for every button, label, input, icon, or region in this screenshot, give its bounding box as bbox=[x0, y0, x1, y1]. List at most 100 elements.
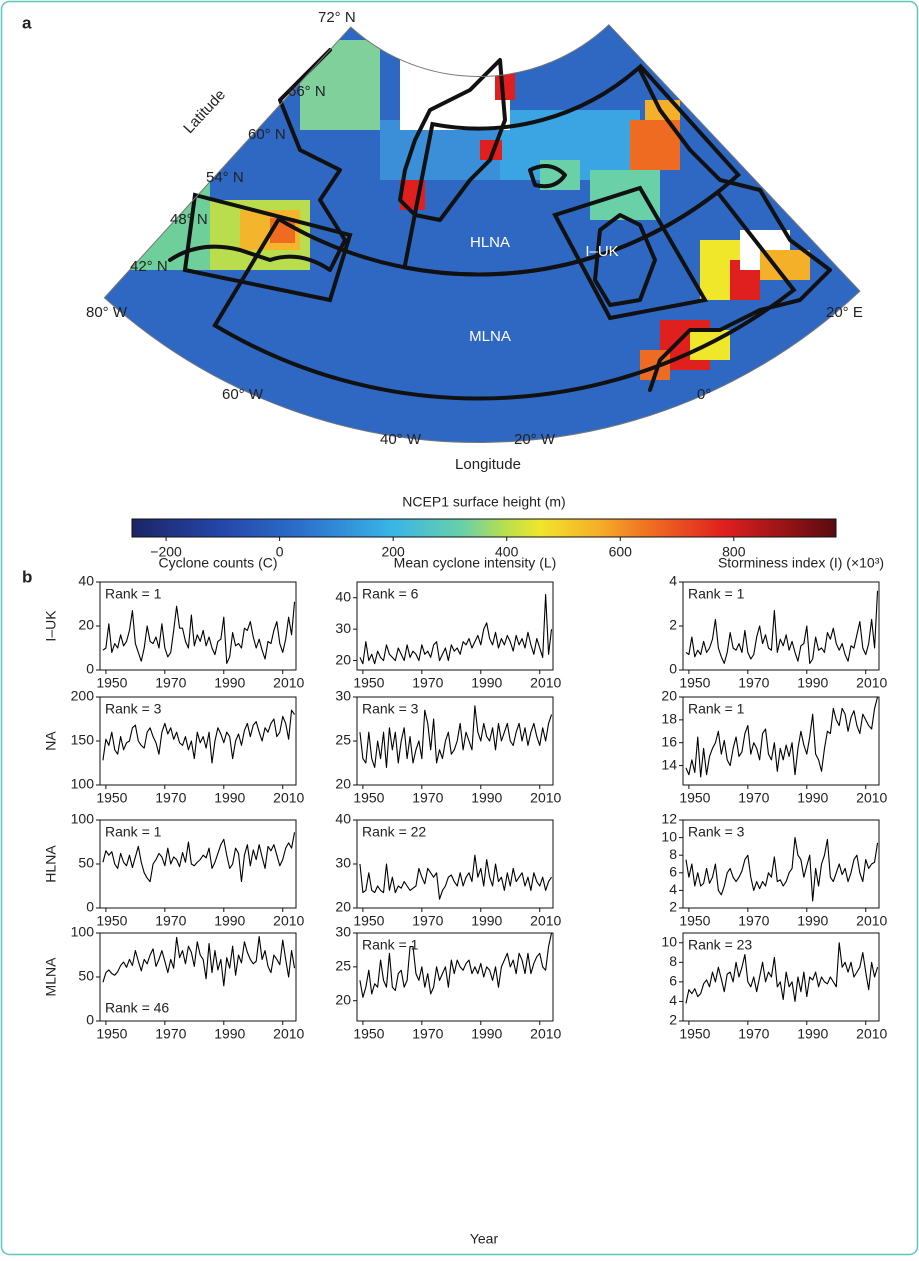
series-line bbox=[102, 601, 296, 664]
row-label: MLNA bbox=[43, 957, 59, 997]
y-tick-label: 100 bbox=[71, 924, 95, 940]
map-frame bbox=[103, 24, 861, 443]
x-tick-label: 1990 bbox=[471, 675, 502, 691]
y-tick-label: 12 bbox=[661, 811, 677, 827]
x-tick-label: 2010 bbox=[856, 913, 887, 929]
x-tick-label: 1970 bbox=[738, 675, 769, 691]
x-tick-label: 1950 bbox=[353, 790, 384, 806]
series-line bbox=[102, 832, 296, 883]
y-tick-label: 40 bbox=[335, 588, 351, 604]
colorbar-tick-label: 0 bbox=[276, 544, 284, 560]
lat-label: 54° N bbox=[206, 169, 244, 186]
colorbar-tick-label: 800 bbox=[722, 544, 746, 560]
x-tick-label: 2010 bbox=[273, 913, 304, 929]
lon-label: 80° W bbox=[86, 304, 128, 321]
y-tick-label: 2 bbox=[669, 617, 677, 633]
column-title: Cyclone counts (C) bbox=[158, 555, 277, 571]
y-tick-label: 8 bbox=[669, 846, 677, 862]
y-tick-label: 50 bbox=[78, 968, 94, 984]
rank-annotation: Rank = 46 bbox=[105, 1000, 169, 1016]
y-tick-label: 10 bbox=[661, 933, 677, 949]
x-tick-label: 2010 bbox=[530, 675, 561, 691]
region-box bbox=[212, 189, 797, 401]
x-tick-label: 1970 bbox=[738, 1026, 769, 1042]
panel-label: a bbox=[22, 13, 32, 32]
rank-annotation: Rank = 1 bbox=[688, 586, 745, 602]
colorbar-tick-label: 600 bbox=[609, 544, 633, 560]
x-tick-label: 1970 bbox=[155, 790, 186, 806]
x-tick-label: 1970 bbox=[738, 790, 769, 806]
y-tick-label: 100 bbox=[71, 776, 95, 792]
x-tick-label: 1950 bbox=[353, 675, 384, 691]
x-tick-label: 1950 bbox=[96, 790, 127, 806]
y-tick-label: 100 bbox=[71, 811, 95, 827]
rank-annotation: Rank = 22 bbox=[362, 824, 426, 840]
x-tick-label: 1990 bbox=[471, 913, 502, 929]
y-tick-label: 2 bbox=[669, 899, 677, 915]
region-box bbox=[552, 185, 709, 321]
x-tick-label: 1990 bbox=[797, 913, 828, 929]
x-tick-label: 1950 bbox=[96, 913, 127, 929]
y-tick-label: 8 bbox=[669, 953, 677, 969]
x-tick-label: 1950 bbox=[353, 1026, 384, 1042]
x-tick-label: 1950 bbox=[679, 675, 710, 691]
lon-label: 60° W bbox=[222, 386, 264, 403]
y-tick-label: 4 bbox=[669, 881, 677, 897]
y-tick-label: 20 bbox=[335, 991, 351, 1007]
y-tick-label: 0 bbox=[86, 899, 94, 915]
colorbar-tick-label: −200 bbox=[150, 544, 182, 560]
series-line bbox=[102, 935, 296, 987]
panel-grid: Cyclone counts (C) Mean cyclone intensity… bbox=[43, 555, 888, 1247]
y-tick-label: 30 bbox=[335, 620, 351, 636]
x-tick-label: 1950 bbox=[96, 1026, 127, 1042]
y-tick-label: 20 bbox=[335, 899, 351, 915]
y-tick-label: 20 bbox=[661, 688, 677, 704]
colorbar-title: NCEP1 surface height (m) bbox=[402, 494, 565, 510]
region-label: I–UK bbox=[585, 243, 618, 260]
rank-annotation: Rank = 6 bbox=[362, 586, 419, 602]
column-title: Storminess index (I) (×10³) bbox=[718, 555, 884, 571]
rank-annotation: Rank = 3 bbox=[105, 701, 162, 717]
colorbar-bar bbox=[131, 518, 837, 538]
map-ylabel: Latitude bbox=[180, 86, 229, 137]
series-line bbox=[685, 837, 879, 902]
lat-label: 72° N bbox=[318, 9, 356, 26]
lon-label: 40° W bbox=[380, 431, 422, 448]
y-tick-label: 20 bbox=[78, 617, 94, 633]
series-line bbox=[359, 854, 552, 900]
series-line bbox=[359, 705, 553, 768]
x-tick-label: 2010 bbox=[856, 675, 887, 691]
series-line bbox=[102, 709, 295, 764]
x-tick-label: 1950 bbox=[353, 913, 384, 929]
rank-annotation: Rank = 1 bbox=[688, 701, 745, 717]
y-tick-label: 6 bbox=[669, 973, 677, 989]
rank-annotation: Rank = 23 bbox=[688, 937, 752, 953]
coastline bbox=[593, 213, 657, 307]
x-tick-label: 1970 bbox=[738, 913, 769, 929]
x-tick-label: 1970 bbox=[155, 1026, 186, 1042]
y-tick-label: 6 bbox=[669, 864, 677, 880]
x-tick-label: 1950 bbox=[96, 675, 127, 691]
rank-annotation: Rank = 1 bbox=[105, 824, 162, 840]
x-tick-label: 2010 bbox=[856, 1026, 887, 1042]
x-tick-label: 1990 bbox=[797, 1026, 828, 1042]
y-tick-label: 150 bbox=[71, 732, 95, 748]
y-tick-label: 50 bbox=[78, 855, 94, 871]
row-label: I–UK bbox=[43, 610, 59, 642]
lat-label: 66° N bbox=[288, 83, 326, 100]
series-line bbox=[359, 594, 553, 665]
x-tick-label: 2010 bbox=[856, 790, 887, 806]
row-label: NA bbox=[43, 731, 59, 751]
x-tick-label: 1970 bbox=[412, 790, 443, 806]
region-box bbox=[182, 192, 353, 303]
region-label: HLNA bbox=[470, 234, 510, 251]
plot-frame bbox=[682, 819, 880, 909]
x-tick-label: 2010 bbox=[530, 790, 561, 806]
series-line bbox=[359, 932, 553, 998]
y-tick-label: 25 bbox=[335, 732, 351, 748]
x-tick-label: 1990 bbox=[214, 675, 245, 691]
y-tick-label: 18 bbox=[661, 711, 677, 727]
series-line bbox=[685, 696, 879, 778]
row-label: HLNA bbox=[43, 845, 59, 883]
